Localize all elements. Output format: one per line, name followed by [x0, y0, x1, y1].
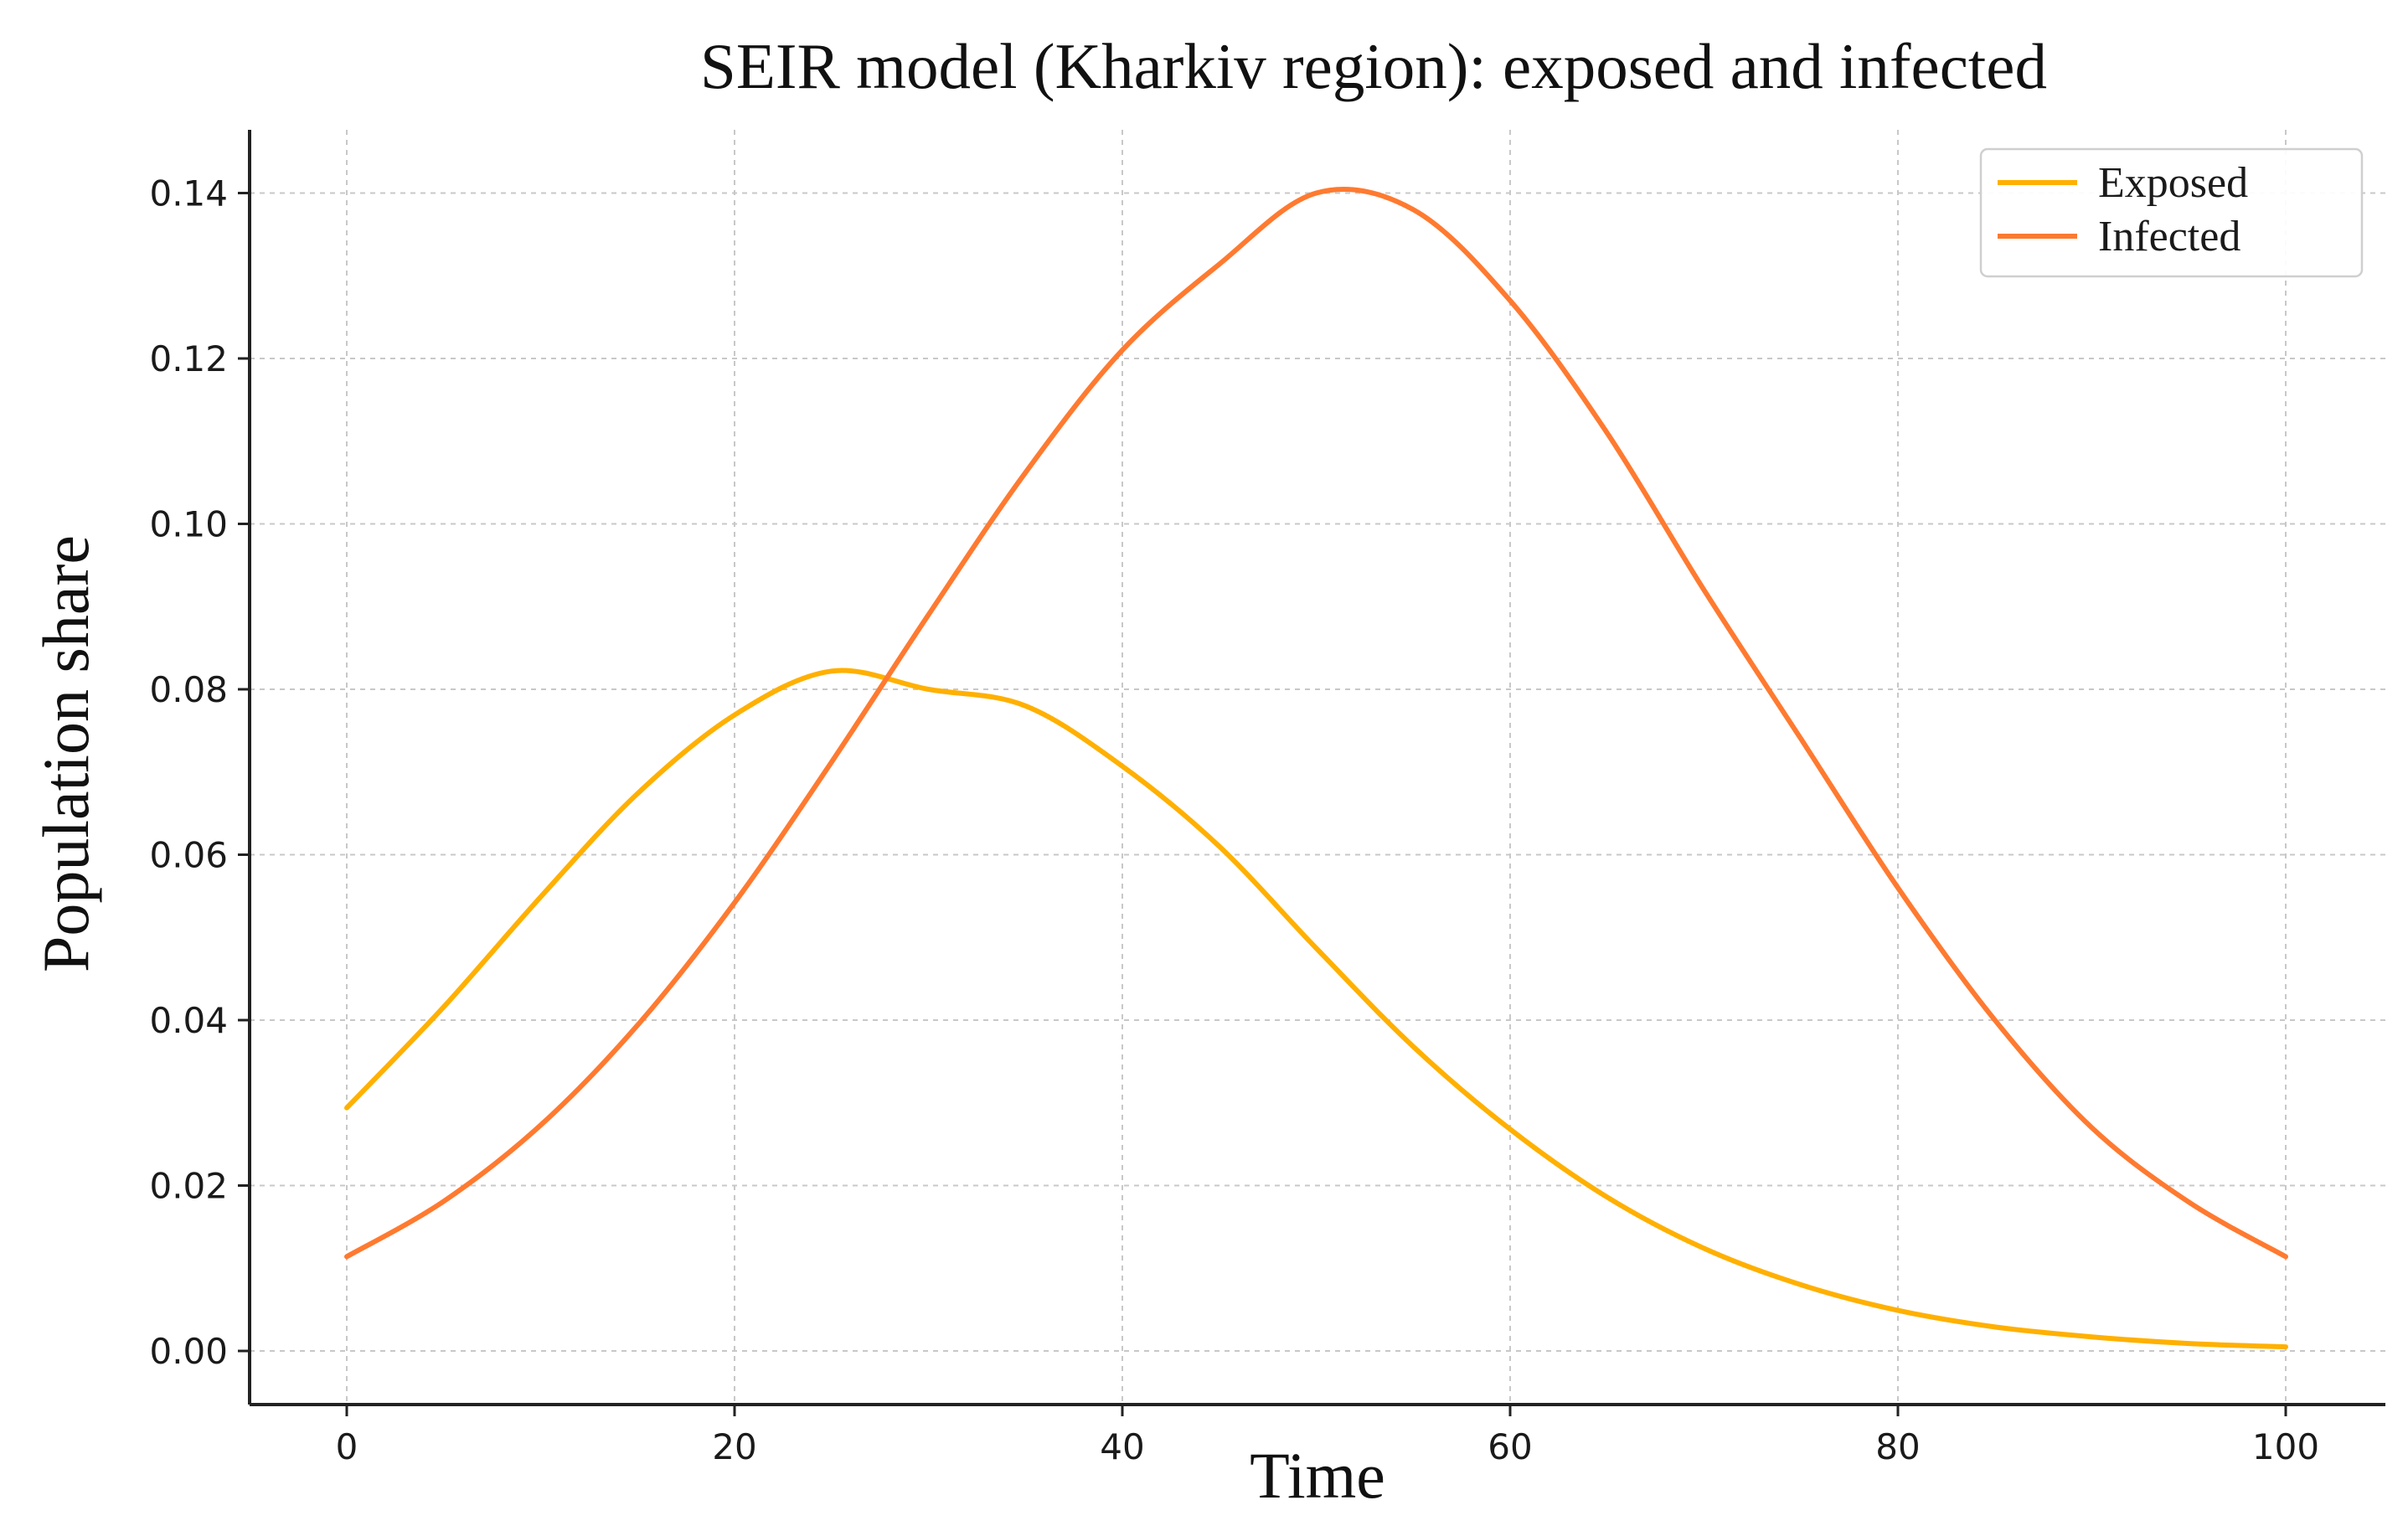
axis-ticks: 0 20 40 60 80 100 0.00 0.02 0.04 0.06 0.08 0.10 0.12…	[149, 173, 2319, 1468]
legend: Exposed Infected	[1979, 147, 2364, 278]
y-tick-label: 0.06	[149, 835, 228, 876]
grid-lines	[250, 130, 2385, 1405]
y-tick-label: 0.04	[149, 1000, 228, 1041]
x-tick-label: 0	[336, 1426, 358, 1467]
x-axis-title: Time	[1250, 1439, 1385, 1512]
x-tick-label: 80	[1875, 1426, 1920, 1467]
legend-label-exposed: Exposed	[2098, 159, 2248, 207]
y-axis-title: Population share	[29, 535, 102, 972]
y-tick-label: 0.02	[149, 1166, 228, 1207]
legend-label-infected: Infected	[2098, 213, 2240, 260]
series-line-exposed	[344, 668, 2288, 1350]
series-lines	[344, 186, 2288, 1350]
series-line-infected	[344, 186, 2288, 1260]
x-tick-label: 20	[712, 1426, 756, 1467]
legend-items: Exposed Infected	[1998, 159, 2248, 260]
y-tick-label: 0.08	[149, 669, 228, 710]
chart-title: SEIR model (Kharkiv region): exposed and…	[700, 30, 2047, 102]
x-tick-label: 100	[2252, 1426, 2319, 1467]
y-tick-label: 0.14	[149, 173, 228, 214]
y-tick-label: 0.00	[149, 1331, 228, 1372]
x-tick-label: 60	[1488, 1426, 1532, 1467]
y-tick-label: 0.12	[149, 338, 228, 379]
x-tick-label: 40	[1100, 1426, 1144, 1467]
y-tick-label: 0.10	[149, 504, 228, 545]
